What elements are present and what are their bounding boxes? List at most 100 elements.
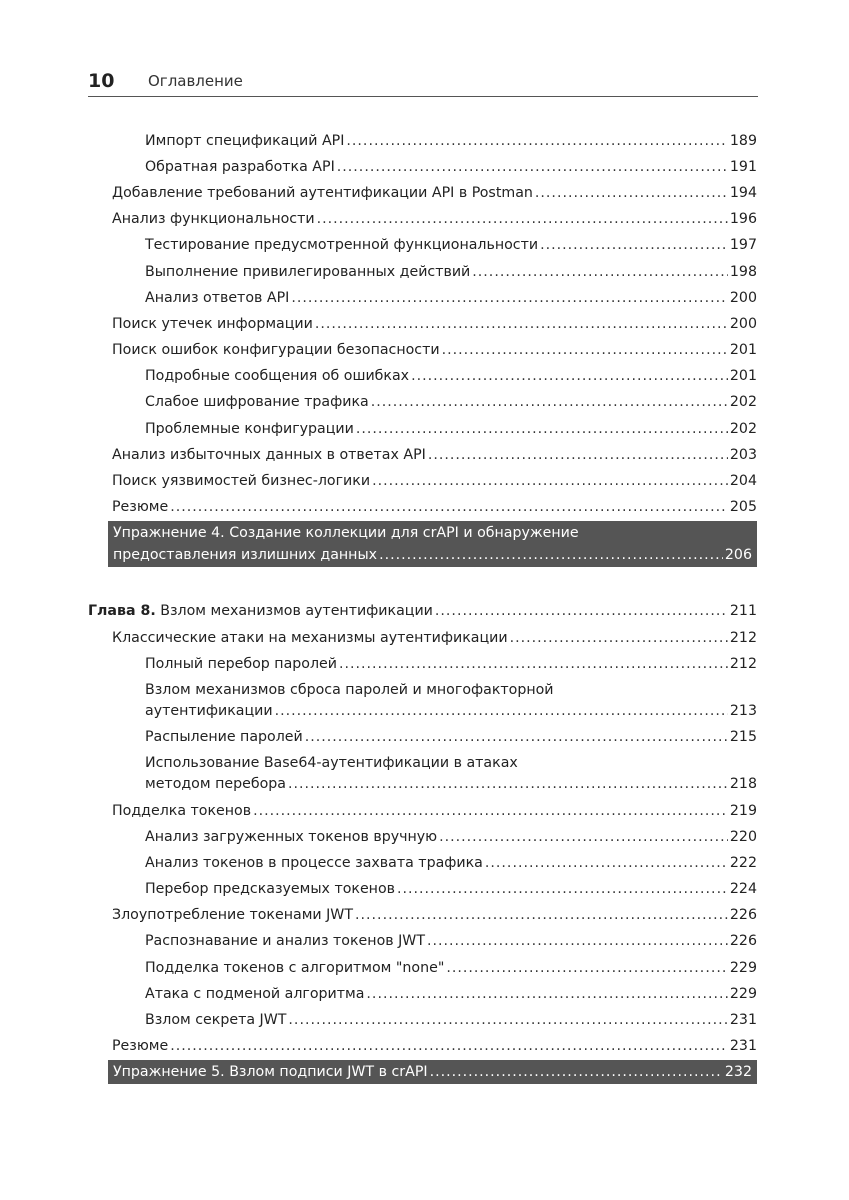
spacer — [88, 567, 757, 583]
toc-entry[interactable]: Анализ функциональности 196 — [88, 207, 757, 233]
dot-leader — [339, 654, 728, 675]
dot-leader — [170, 1036, 728, 1057]
entry-title: Взлом секрета JWT — [145, 1012, 287, 1029]
entry-line: аутентификации 213 — [145, 701, 757, 722]
toc-entry[interactable]: Атака с подменой алгоритма 229 — [88, 981, 757, 1007]
entry-line: Поиск уязвимостей бизнес-логики 204 — [112, 471, 757, 492]
dot-leader — [397, 879, 728, 900]
toc-entry[interactable]: Использование Base64-аутентификации в ат… — [88, 751, 757, 798]
entry-title: Подделка токенов с алгоритмом "none" — [145, 959, 445, 976]
entry-line: Подробные сообщения об ошибках 201 — [145, 366, 757, 387]
entry-line: Проблемные конфигурации 202 — [145, 419, 757, 440]
toc-entry[interactable]: Слабое шифрование трафика 202 — [88, 390, 757, 416]
page-ref: 201 — [729, 342, 757, 359]
page-ref: 229 — [729, 959, 757, 976]
toc-entry[interactable]: Резюме 205 — [88, 495, 757, 521]
exercise-entry[interactable]: Упражнение 4. Создание коллекции для crA… — [108, 520, 757, 567]
page-ref: 220 — [729, 828, 757, 845]
entry-title: Импорт спецификаций API — [145, 132, 345, 149]
dot-leader — [372, 471, 728, 492]
toc-entry[interactable]: Резюме 231 — [88, 1034, 757, 1060]
toc-entry[interactable]: Распознавание и анализ токенов JWT 226 — [88, 929, 757, 955]
entry-title: Анализ загруженных токенов вручную — [145, 828, 438, 845]
entry-title: аутентификации — [145, 702, 273, 719]
toc-entry[interactable]: Поиск уязвимостей бизнес-логики 204 — [88, 468, 757, 494]
page-ref: 219 — [729, 802, 757, 819]
page-ref: 224 — [729, 881, 757, 898]
page-ref: 211 — [729, 603, 757, 620]
page-ref: 226 — [729, 933, 757, 950]
entry-line: Перебор предсказуемых токенов 224 — [145, 879, 757, 900]
toc-entry[interactable]: Обратная разработка API 191 — [88, 154, 757, 180]
entry-line: Анализ избыточных данных в ответах API 20… — [112, 445, 757, 466]
entry-title: Упражнение 5. Взлом подписи JWT в crAPI — [113, 1063, 428, 1080]
toc-entry[interactable]: Перебор предсказуемых токенов 224 — [88, 877, 757, 903]
entry-title: методом перебора — [145, 776, 286, 793]
toc-entry[interactable]: Злоупотребление токенами JWT 226 — [88, 903, 757, 929]
toc-entry[interactable]: Тестирование предусмотренной функциональ… — [88, 233, 757, 259]
toc-entry[interactable]: Добавление требований аутентификации API… — [88, 180, 757, 206]
dot-leader — [288, 774, 728, 795]
toc-entry[interactable]: Проблемные конфигурации 202 — [88, 416, 757, 442]
dot-leader — [366, 984, 727, 1005]
dot-leader — [337, 157, 728, 178]
entry-title: Подробные сообщения об ошибках — [145, 368, 410, 385]
dot-leader — [472, 262, 728, 283]
toc-entry[interactable]: Подделка токенов с алгоритмом "none" 229 — [88, 955, 757, 981]
toc-entry[interactable]: Распыление паролей 215 — [88, 725, 757, 751]
page-number: 10 — [88, 70, 115, 92]
toc-entry[interactable]: Подделка токенов 219 — [88, 798, 757, 824]
entry-line: Слабое шифрование трафика 202 — [145, 392, 757, 413]
exercise-entry[interactable]: Упражнение 5. Взлом подписи JWT в crAPI 2… — [108, 1059, 757, 1084]
dot-leader — [442, 340, 728, 361]
entry-line: Резюме 231 — [112, 1036, 757, 1057]
entry-line: Атака с подменой алгоритма 229 — [145, 984, 757, 1005]
entry-line: Резюме 205 — [112, 497, 757, 518]
entry-title: Взлом механизмов аутентификации — [160, 603, 433, 620]
toc-entry[interactable]: Взлом секрета JWT 231 — [88, 1007, 757, 1033]
page-ref: 194 — [729, 184, 757, 201]
dot-leader — [291, 288, 728, 309]
entry-title: Использование Base64-аутентификации в ат… — [145, 755, 518, 772]
toc-entry[interactable]: Полный перебор паролей 212 — [88, 651, 757, 677]
toc-entry[interactable]: Анализ ответов API 200 — [88, 285, 757, 311]
toc-entry[interactable]: Классические атаки на механизмы аутентиф… — [88, 625, 757, 651]
dot-leader — [275, 701, 728, 722]
entry-line: Взлом механизмов сброса паролей и многоф… — [145, 680, 757, 701]
toc-entry[interactable]: Анализ загруженных токенов вручную 220 — [88, 824, 757, 850]
dot-leader — [510, 628, 728, 649]
toc-entry[interactable]: Поиск ошибок конфигурации безопасности 20… — [88, 338, 757, 364]
entry-line: Классические атаки на механизмы аутентиф… — [112, 628, 757, 649]
entry-line: Полный перебор паролей 212 — [145, 654, 757, 675]
toc-entry[interactable]: Анализ токенов в процессе захвата трафик… — [88, 850, 757, 876]
page-ref: 196 — [729, 211, 757, 228]
dot-leader — [356, 419, 728, 440]
dot-leader — [355, 905, 728, 926]
dot-leader — [428, 445, 728, 466]
entry-line: Глава 8. Взлом механизмов аутентификации… — [88, 601, 757, 622]
dot-leader — [253, 801, 728, 822]
entry-title: Анализ токенов в процессе захвата трафик… — [145, 854, 483, 871]
page-ref: 212 — [729, 655, 757, 672]
entry-line: Выполнение привилегированных действий 198 — [145, 262, 757, 283]
page-ref: 226 — [729, 907, 757, 924]
entry-line: Поиск ошибок конфигурации безопасности 20… — [112, 340, 757, 361]
dot-leader — [411, 366, 728, 387]
entry-line: Тестирование предусмотренной функциональ… — [145, 235, 757, 256]
dot-leader — [446, 958, 728, 979]
dot-leader — [371, 392, 728, 413]
toc-entry[interactable]: Выполнение привилегированных действий 198 — [88, 259, 757, 285]
entry-line: Упражнение 5. Взлом подписи JWT в crAPI 2… — [113, 1061, 752, 1083]
entry-line: предоставления излишних данных 206 — [113, 544, 752, 566]
toc-entry[interactable]: Взлом механизмов сброса паролей и многоф… — [88, 677, 757, 724]
chapter-entry[interactable]: Глава 8. Взлом механизмов аутентификации… — [88, 599, 757, 625]
toc-entry[interactable]: Поиск утечек информации 200 — [88, 311, 757, 337]
toc-entry[interactable]: Подробные сообщения об ошибках 201 — [88, 364, 757, 390]
toc-entry[interactable]: Импорт спецификаций API 189 — [88, 128, 757, 154]
entry-line: Анализ токенов в процессе захвата трафик… — [145, 853, 757, 874]
dot-leader — [288, 1010, 727, 1031]
dot-leader — [435, 601, 728, 622]
page-ref: 218 — [729, 776, 757, 793]
entry-line: Анализ ответов API 200 — [145, 288, 757, 309]
toc-entry[interactable]: Анализ избыточных данных в ответах API 20… — [88, 442, 757, 468]
